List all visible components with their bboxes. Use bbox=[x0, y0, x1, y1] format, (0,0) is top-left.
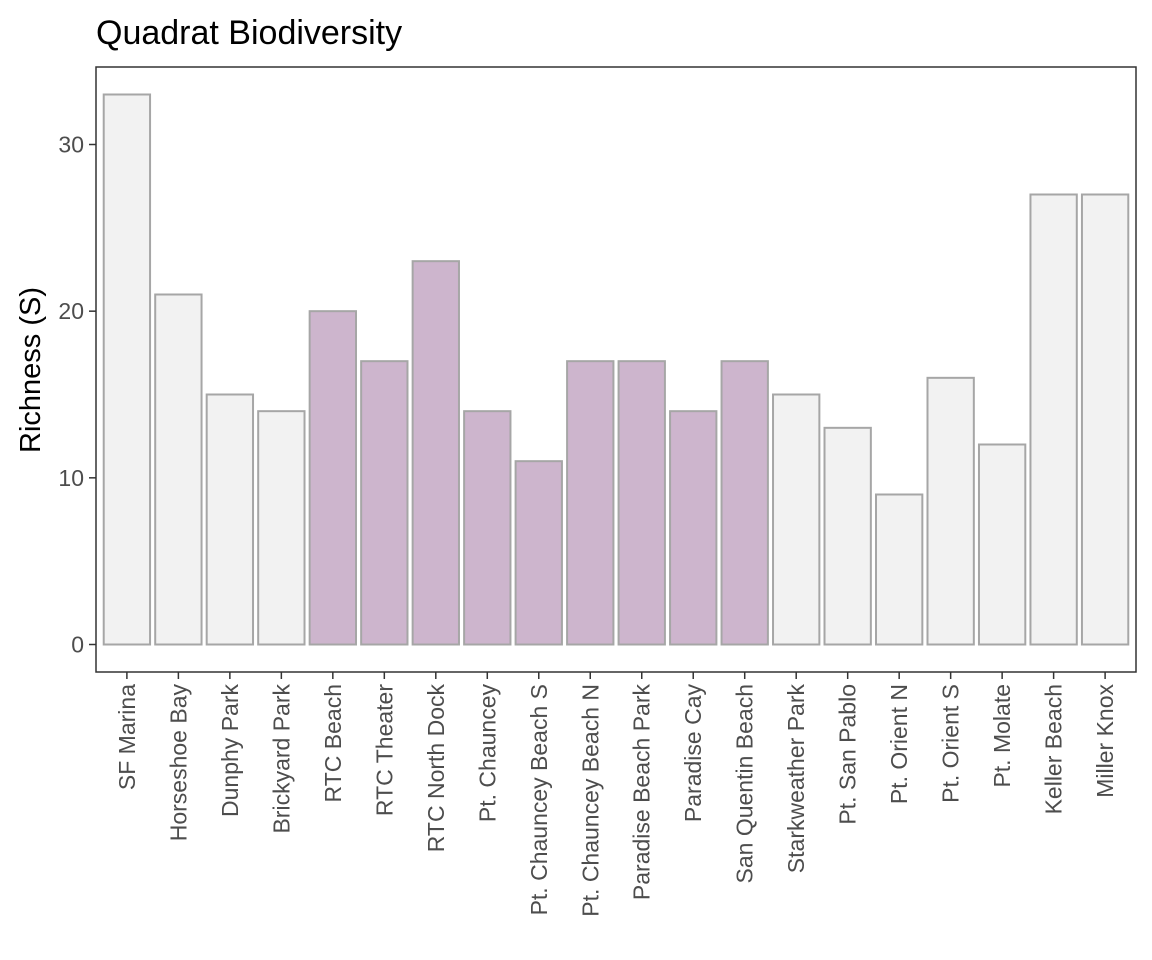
bar-rtc-north-dock bbox=[411, 260, 460, 646]
bar-pt-chauncey bbox=[463, 410, 512, 646]
x-tick-label: Keller Beach bbox=[1041, 684, 1067, 814]
bar-keller-beach bbox=[1029, 193, 1078, 646]
bar-san-quentin-beach bbox=[720, 360, 769, 646]
bar-pt-orient-n bbox=[875, 493, 924, 646]
plot-panel-border bbox=[95, 66, 1137, 673]
bar-miller-knox bbox=[1080, 193, 1130, 646]
y-axis-label: Richness (S) bbox=[15, 287, 47, 453]
x-tick-label: Pt. San Pablo bbox=[835, 684, 861, 825]
x-tick-label: Pt. Chauncey Beach N bbox=[577, 684, 603, 917]
y-tick-label: 30 bbox=[58, 132, 84, 158]
x-tick-label: Paradise Cay bbox=[680, 684, 706, 823]
bars-layer bbox=[102, 93, 1130, 646]
bar-sf-marina bbox=[102, 93, 152, 646]
bar-pt-chauncey-beach-s bbox=[514, 460, 563, 646]
bar-pt-molate bbox=[977, 443, 1027, 646]
x-tick-label: Pt. Orient N bbox=[886, 684, 912, 804]
x-tick-label: RTC North Dock bbox=[423, 684, 449, 853]
bar-pt-orient-s bbox=[926, 376, 975, 646]
x-tick-label: Starkweather Park bbox=[783, 684, 809, 874]
x-tick-label: Miller Knox bbox=[1092, 684, 1118, 798]
y-tick-label: 20 bbox=[58, 298, 84, 324]
y-axis: 0 10 20 30 bbox=[58, 132, 96, 658]
y-tick-label: 0 bbox=[71, 632, 84, 658]
x-axis: SF Marina Horseshoe Bay Dunphy Park Brickya… bbox=[114, 672, 1118, 917]
x-tick-label: RTC Theater bbox=[371, 684, 397, 816]
x-tick-label: Pt. Molate bbox=[989, 684, 1015, 788]
chart-title: Quadrat Biodiversity bbox=[96, 14, 402, 52]
bar-horseshoe-bay bbox=[154, 293, 203, 646]
x-tick-label: RTC Beach bbox=[320, 684, 346, 802]
y-tick-label: 10 bbox=[58, 465, 84, 491]
x-tick-label: Pt. Orient S bbox=[938, 684, 964, 803]
x-tick-label: San Quentin Beach bbox=[732, 684, 758, 883]
bar-starkweather-park bbox=[772, 393, 821, 646]
bar-pt-chauncey-beach-n bbox=[566, 360, 615, 646]
bar-paradise-cay bbox=[669, 410, 718, 646]
x-tick-label: Pt. Chauncey Beach S bbox=[526, 684, 552, 915]
bar-brickyard-park bbox=[257, 410, 306, 646]
bar-dunphy-park bbox=[205, 393, 255, 646]
bar-rtc-beach bbox=[308, 310, 358, 646]
x-tick-label: Paradise Beach Park bbox=[629, 684, 655, 901]
bar-pt-san-pablo bbox=[823, 426, 872, 646]
x-tick-label: Horseshoe Bay bbox=[165, 684, 191, 842]
x-tick-label: Dunphy Park bbox=[217, 684, 243, 817]
x-tick-label: Pt. Chauncey bbox=[474, 684, 500, 823]
x-tick-label: Brickyard Park bbox=[268, 684, 294, 834]
bar-paradise-beach-park bbox=[617, 360, 666, 646]
x-tick-label: SF Marina bbox=[114, 684, 140, 790]
bar-rtc-theater bbox=[360, 360, 409, 646]
